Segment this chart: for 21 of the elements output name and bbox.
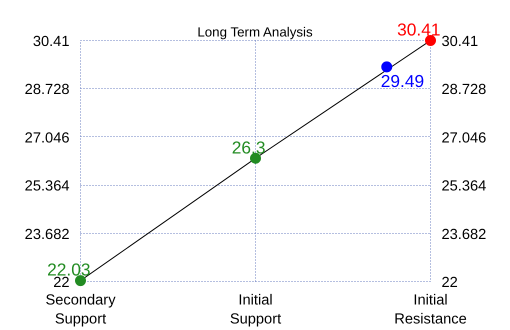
y-tick-label: 23.682 — [24, 226, 70, 243]
x-tick-label: Initial Support — [230, 292, 282, 328]
y-tick-label: 25.364 — [24, 178, 70, 195]
data-label: 26.3 — [232, 137, 266, 158]
y2-tick-label: 23.682 — [442, 226, 486, 243]
y2-tick-label: 30.41 — [442, 34, 478, 50]
y-tick-label: 27.046 — [24, 130, 70, 146]
point — [425, 35, 436, 46]
x-tick-label: Initial Resistance — [394, 292, 467, 328]
point — [75, 275, 86, 286]
y-tick-label: 28.728 — [24, 82, 70, 98]
y-tick-label: 30.41 — [32, 34, 70, 50]
data-label: 29.49 — [380, 70, 424, 91]
point — [381, 61, 392, 72]
y2-tick-label: 27.046 — [442, 130, 486, 146]
y2-tick-label: 22 — [442, 275, 458, 291]
y2-tick-label: 28.728 — [442, 82, 486, 98]
x-tick-label: Secondary Support — [45, 292, 116, 328]
chart-title: Long Term Analysis — [197, 24, 314, 40]
data-label: 30.41 — [397, 20, 441, 40]
y2-tick-label: 25.364 — [442, 178, 486, 195]
